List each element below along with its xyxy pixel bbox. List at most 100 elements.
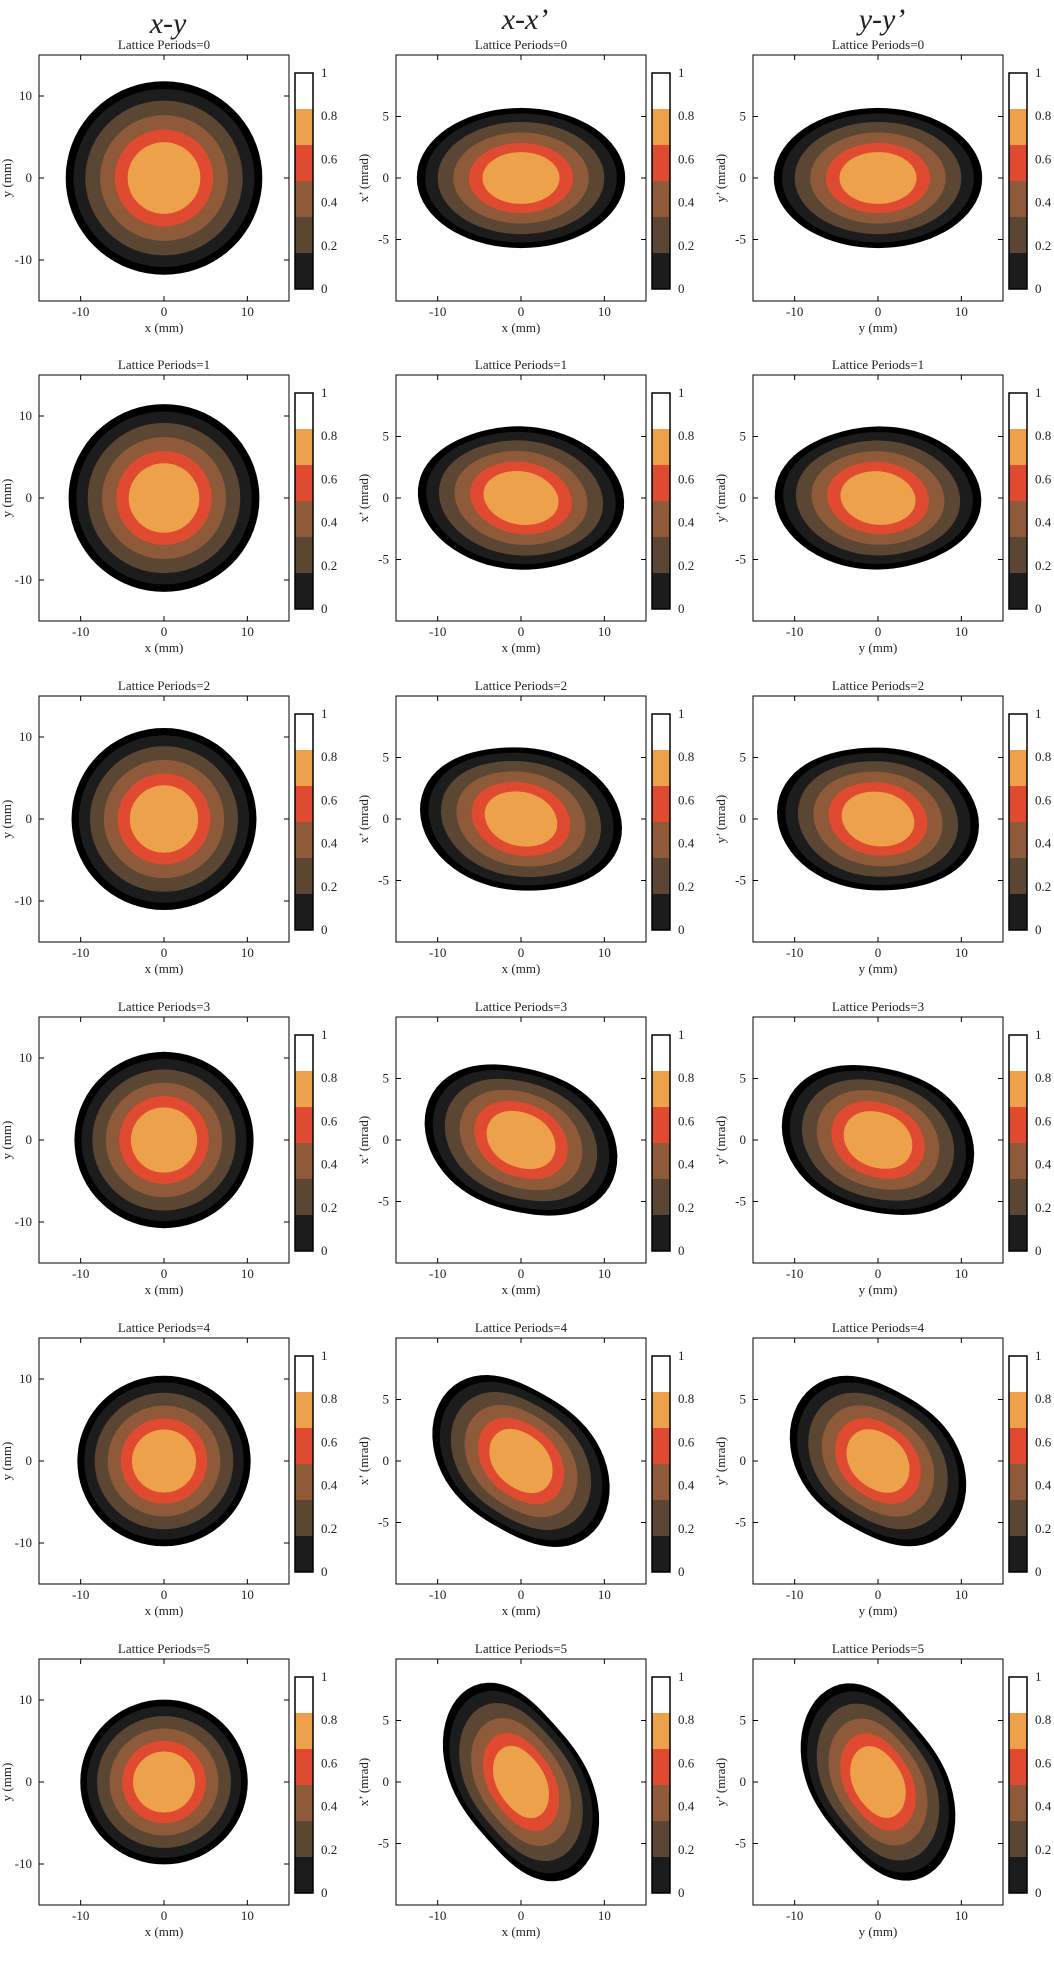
colorbar-segment	[295, 181, 313, 217]
colorbar-tick-label: 0	[321, 922, 328, 937]
x-tick-label: 10	[955, 624, 968, 639]
x-tick-label: 10	[598, 1266, 611, 1281]
y-axis-label: y (mm)	[0, 800, 14, 839]
colorbar-segment	[295, 858, 313, 894]
y-tick-label: -5	[735, 1836, 746, 1851]
y-tick-label: 5	[740, 109, 747, 124]
y-tick-label: 10	[19, 1692, 32, 1707]
x-axis-label: y (mm)	[859, 1282, 898, 1297]
colorbar-tick-label: 0.4	[321, 836, 338, 851]
colorbar-frame	[294, 713, 314, 931]
x-axis-label: x (mm)	[502, 1282, 541, 1297]
y-tick-label: 5	[740, 1713, 747, 1728]
colorbar-tick-label: 0.6	[321, 792, 338, 807]
colorbar-segment	[1009, 465, 1027, 501]
colorbar-tick-label: 0.8	[678, 749, 694, 764]
panel-title: Lattice Periods=4	[118, 1320, 211, 1335]
colorbar-segment	[652, 181, 670, 217]
y-axis-label: x’ (mrad)	[356, 154, 371, 202]
colorbar-tick-label: 1	[321, 706, 328, 721]
x-tick-label: 0	[518, 1587, 525, 1602]
colorbar-segment	[295, 822, 313, 858]
density-level-5	[489, 1428, 553, 1494]
colorbar: 0 0.2 0.4 0.6 0.8 1	[294, 1348, 338, 1579]
colorbar-segment	[295, 1071, 313, 1107]
colorbar-segment	[1009, 253, 1027, 289]
colorbar: 0 0.2 0.4 0.6 0.8 1	[651, 706, 695, 937]
y-tick-label: 10	[19, 1371, 32, 1386]
density-level-5	[846, 1429, 910, 1493]
y-tick-label: -10	[15, 1535, 32, 1550]
colorbar-segment	[1009, 1035, 1027, 1071]
x-axis-label: x (mm)	[145, 1924, 184, 1939]
colorbar-frame	[651, 1676, 671, 1894]
x-tick-label: -10	[786, 304, 803, 319]
colorbar-tick-label: 0.4	[321, 1478, 338, 1493]
colorbar-segment	[1009, 145, 1027, 181]
x-axis-label: x (mm)	[502, 1924, 541, 1939]
colorbar-segment	[295, 1857, 313, 1893]
colorbar-tick-label: 0	[1035, 1885, 1042, 1900]
x-axis-label: y (mm)	[859, 320, 898, 335]
y-tick-label: 5	[383, 750, 390, 765]
colorbar-tick-label: 0.2	[678, 238, 694, 253]
y-tick-label: 0	[740, 1774, 747, 1789]
colorbar: 0 0.2 0.4 0.6 0.8 1	[1008, 65, 1052, 296]
column-title-x-y: x-y	[149, 7, 187, 40]
y-tick-label: -5	[735, 873, 746, 888]
colorbar-tick-label: 0.6	[1035, 1434, 1052, 1449]
colorbar-frame	[294, 392, 314, 610]
y-tick-label: -10	[15, 893, 32, 908]
colorbar-tick-label: 0.8	[678, 1391, 694, 1406]
density-level-5	[483, 471, 559, 525]
colorbar-segment	[295, 573, 313, 609]
colorbar-tick-label: 0.4	[321, 1799, 338, 1814]
colorbar-segment	[652, 1392, 670, 1428]
x-tick-label: -10	[786, 1908, 803, 1923]
y-tick-label: 0	[26, 490, 33, 505]
colorbar-segment	[295, 894, 313, 930]
colorbar-tick-label: 0.8	[678, 1712, 694, 1727]
colorbar-tick-label: 1	[678, 1669, 685, 1684]
colorbar-tick-label: 0.2	[1035, 558, 1051, 573]
x-tick-label: -10	[429, 1908, 446, 1923]
colorbar-tick-label: 0.4	[1035, 836, 1052, 851]
colorbar-tick-label: 0.8	[321, 428, 337, 443]
colorbar-segment	[295, 393, 313, 429]
colorbar-segment	[1009, 429, 1027, 465]
density-level-5	[133, 1751, 195, 1813]
y-tick-label: 0	[26, 170, 33, 185]
x-tick-label: -10	[786, 624, 803, 639]
y-tick-label: 10	[19, 729, 32, 744]
density-level-5	[493, 1745, 549, 1819]
colorbar-segment	[295, 217, 313, 253]
colorbar-segment	[652, 1143, 670, 1179]
colorbar-tick-label: 1	[321, 1669, 328, 1684]
colorbar-tick-label: 0	[678, 1243, 685, 1258]
y-tick-label: 5	[740, 429, 747, 444]
y-tick-label: -5	[378, 552, 389, 567]
density-contours	[800, 1683, 956, 1881]
colorbar-tick-label: 0.6	[321, 1755, 338, 1770]
colorbar-segment	[1009, 501, 1027, 537]
x-tick-label: 10	[241, 1266, 254, 1281]
density-contours	[417, 426, 625, 570]
colorbar-tick-label: 0.6	[1035, 471, 1052, 486]
density-level-5	[130, 1107, 198, 1173]
density-contours	[781, 1065, 975, 1215]
colorbar-segment	[652, 1536, 670, 1572]
y-axis-label: x’ (mrad)	[356, 474, 371, 522]
colorbar-tick-label: 1	[1035, 1027, 1042, 1042]
colorbar-tick-label: 0.8	[321, 749, 337, 764]
colorbar-tick-label: 0.4	[678, 515, 695, 530]
colorbar-segment	[1009, 1500, 1027, 1536]
y-tick-label: 0	[383, 170, 390, 185]
panel-title: Lattice Periods=4	[475, 1320, 568, 1335]
